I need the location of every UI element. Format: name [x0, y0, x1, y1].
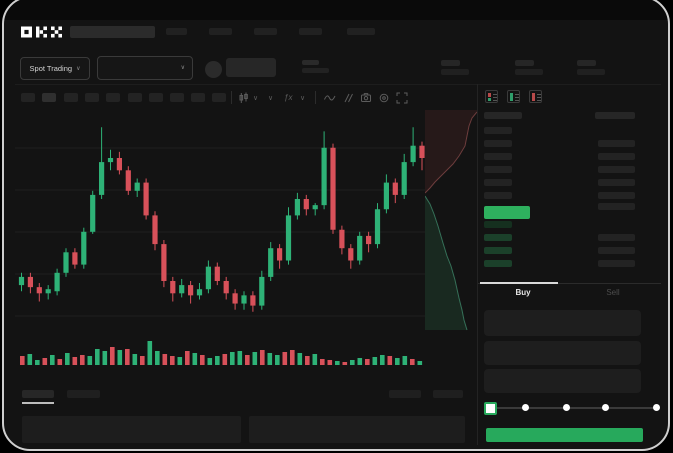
- stat-label-placeholder: [515, 60, 534, 66]
- order-amount-field[interactable]: [484, 341, 641, 365]
- orders-panel-placeholder: [249, 416, 465, 443]
- book-asks-icon[interactable]: [529, 90, 542, 103]
- ask-row-price-placeholder: [484, 192, 512, 199]
- timeframe-chip[interactable]: [212, 93, 226, 102]
- candle-type-icon[interactable]: [238, 92, 250, 104]
- tabs-divider: [478, 283, 661, 284]
- toolbar-divider: [231, 91, 232, 104]
- timeframe-chip[interactable]: [85, 93, 99, 102]
- timeframe-chip[interactable]: [149, 93, 163, 102]
- ask-row-amount-placeholder: [598, 179, 635, 186]
- ask-row-amount-placeholder: [598, 166, 635, 173]
- device-top-bezel: [2, 0, 670, 20]
- line-style-icon[interactable]: [324, 92, 336, 104]
- tab-buy[interactable]: Buy: [515, 288, 531, 297]
- volume-chart[interactable]: [15, 337, 425, 366]
- amount-slider-track[interactable]: [489, 407, 657, 409]
- bottom-tab-underline: [22, 402, 54, 404]
- pair-name-placeholder: [226, 58, 276, 77]
- ask-row-price-placeholder: [484, 166, 512, 173]
- stat-label-placeholder: [441, 60, 460, 66]
- timeframe-chip[interactable]: [128, 93, 142, 102]
- bottom-tab-active[interactable]: [22, 390, 54, 398]
- okx-logo: [21, 26, 65, 38]
- bottom-action-placeholder[interactable]: [389, 390, 421, 398]
- bid-row-amount-placeholder: [598, 203, 635, 210]
- timeframe-chip[interactable]: [170, 93, 184, 102]
- bid-row-price-placeholder: [484, 221, 512, 228]
- bid-row-amount-placeholder: [598, 260, 635, 267]
- buy-submit-button[interactable]: [486, 428, 643, 442]
- nav-item-placeholder[interactable]: [347, 28, 375, 35]
- orderbook-header-amount: [595, 112, 635, 119]
- search-input[interactable]: [70, 26, 155, 38]
- indicators-fx-icon[interactable]: ƒx: [284, 93, 293, 102]
- candlestick-chart[interactable]: [15, 110, 425, 332]
- market-type-selector[interactable]: Spot Trading ∨: [20, 57, 90, 80]
- slider-stop-dot[interactable]: [653, 404, 660, 411]
- bid-row-amount-placeholder: [598, 247, 635, 254]
- orderbook-header-price: [484, 112, 522, 119]
- price-sub-placeholder: [302, 68, 329, 73]
- fullscreen-icon[interactable]: [396, 92, 408, 104]
- depth-chart[interactable]: [425, 110, 477, 332]
- bid-row-price-placeholder: [484, 260, 512, 267]
- panel-divider: [477, 84, 478, 445]
- timeframe-chip[interactable]: [106, 93, 120, 102]
- slider-handle[interactable]: [484, 402, 497, 415]
- chevron-down-icon[interactable]: ∨: [253, 95, 259, 102]
- order-price-field[interactable]: [484, 310, 641, 336]
- tab-sell[interactable]: Sell: [606, 288, 620, 297]
- coin-avatar: [205, 61, 222, 78]
- nav-item-placeholder[interactable]: [209, 28, 232, 35]
- timeframe-chip[interactable]: [21, 93, 35, 102]
- timeframe-chip[interactable]: [64, 93, 78, 102]
- ask-row-price-placeholder: [484, 153, 512, 160]
- ask-row-amount-placeholder: [598, 192, 635, 199]
- toolbar-divider: [315, 91, 316, 104]
- slider-stop-dot[interactable]: [522, 404, 529, 411]
- slider-stop-dot[interactable]: [602, 404, 609, 411]
- market-type-label: Spot Trading: [29, 64, 73, 73]
- book-bids-icon[interactable]: [507, 90, 520, 103]
- price-placeholder: [302, 60, 319, 65]
- section-divider: [15, 84, 661, 85]
- nav-item-placeholder[interactable]: [166, 28, 187, 35]
- chevron-down-icon: ∨: [76, 65, 81, 72]
- order-total-field[interactable]: [484, 369, 641, 393]
- stat-value-placeholder: [441, 69, 469, 75]
- bid-row-amount-placeholder: [598, 234, 635, 241]
- chevron-down-icon[interactable]: ∨: [300, 95, 306, 102]
- ask-row-price-placeholder: [484, 140, 512, 147]
- timeframe-chip[interactable]: [191, 93, 205, 102]
- chevron-down-icon: ∨: [180, 65, 185, 71]
- ask-row-amount-placeholder: [598, 140, 635, 147]
- chevron-down-icon[interactable]: ∨: [268, 95, 274, 102]
- bottom-action-placeholder[interactable]: [433, 390, 463, 398]
- stat-value-placeholder: [577, 69, 605, 75]
- bid-row-price-placeholder: [484, 234, 512, 241]
- ask-row-amount-placeholder: [598, 153, 635, 160]
- bid-row-price-placeholder: [484, 247, 512, 254]
- ask-row-price-placeholder: [484, 179, 512, 186]
- timeframe-chip[interactable]: [42, 93, 56, 102]
- pair-selector[interactable]: ∨: [97, 56, 193, 80]
- slider-stop-dot[interactable]: [563, 404, 570, 411]
- book-combined-icon[interactable]: [485, 90, 498, 103]
- compare-icon[interactable]: [342, 92, 354, 104]
- stat-value-placeholder: [515, 69, 543, 75]
- ask-row-price-placeholder: [484, 127, 512, 134]
- orders-panel-placeholder: [22, 416, 241, 443]
- nav-item-placeholder[interactable]: [254, 28, 277, 35]
- settings-icon[interactable]: [378, 92, 390, 104]
- orderbook-last-price[interactable]: [484, 206, 530, 219]
- screenshot-icon[interactable]: [360, 92, 372, 104]
- stat-label-placeholder: [577, 60, 596, 66]
- buy-tab-underline: [480, 282, 558, 284]
- bottom-tab[interactable]: [67, 390, 100, 398]
- nav-item-placeholder[interactable]: [299, 28, 322, 35]
